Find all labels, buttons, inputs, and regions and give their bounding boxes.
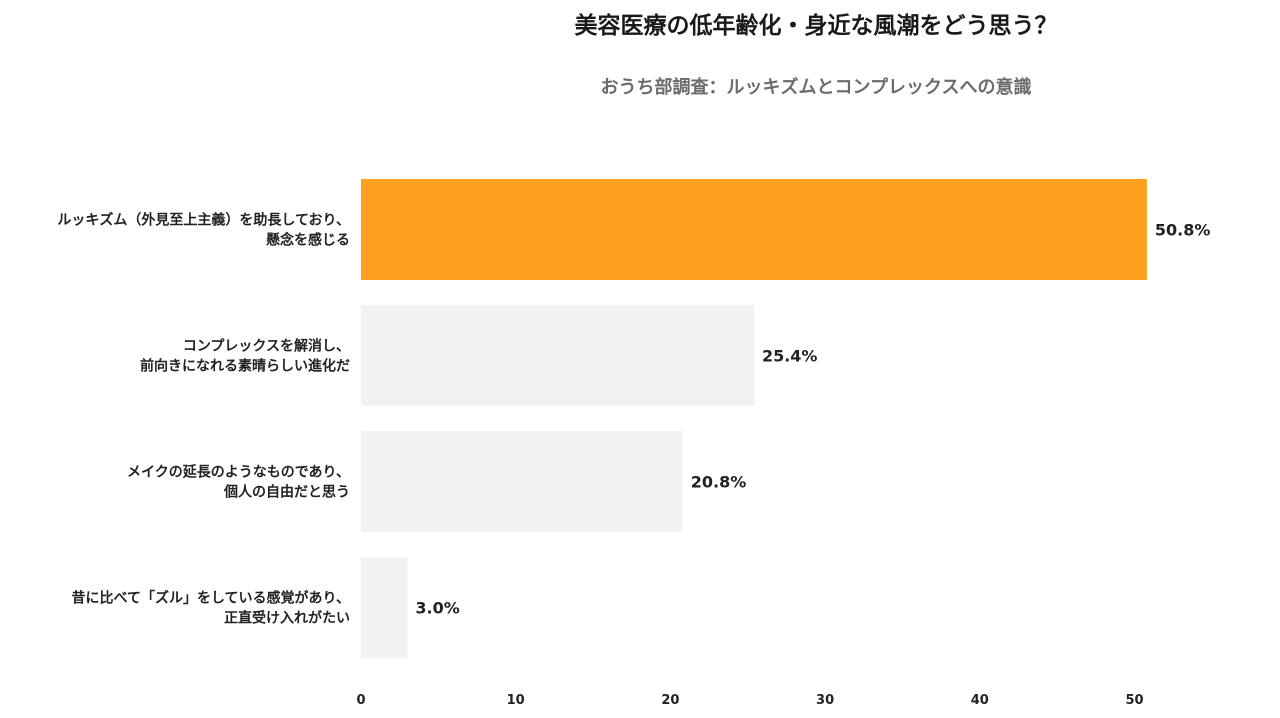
- bars-group: [361, 179, 1147, 658]
- category-label-3-line-1: メイクの延長のようなものであり、: [127, 464, 350, 481]
- category-label-3-line-2: 個人の自由だと思う: [223, 484, 350, 501]
- value-labels-group: 50.8% 25.4% 20.8% 3.0%: [415, 221, 1210, 618]
- bar-1: [361, 179, 1147, 280]
- x-tick-label-20: 20: [661, 693, 679, 708]
- category-label-1-line-1: ルッキズム（外見至上主義）を助長しており、: [57, 212, 350, 229]
- chart-subtitle: おうち部調査：ルッキズムとコンプレックスへの意識: [600, 77, 1032, 98]
- x-tick-label-50: 50: [1125, 693, 1143, 708]
- x-tick-label-40: 40: [971, 693, 989, 708]
- chart-title: 美容医療の低年齢化・身近な風潮をどう思う？: [574, 13, 1058, 39]
- category-label-4-line-2: 正直受け入れがたい: [224, 610, 350, 627]
- x-tick-label-10: 10: [507, 693, 525, 708]
- category-label-1: ルッキズム（外見至上主義）を助長しており、懸念を感じる: [57, 212, 350, 249]
- category-label-4: 昔に比べて「ズル」をしている感覚があり、正直受け入れがたい: [72, 590, 350, 627]
- value-label-1: 50.8%: [1155, 221, 1211, 240]
- category-label-2-line-2: 前向きになれる素晴らしい進化だ: [140, 358, 350, 375]
- value-label-3: 20.8%: [691, 473, 747, 492]
- category-label-1-line-2: 懸念を感じる: [266, 232, 350, 249]
- bar-3: [361, 431, 683, 532]
- category-labels-group: ルッキズム（外見至上主義）を助長しており、懸念を感じるコンプレックスを解消し、前…: [57, 212, 350, 627]
- category-label-3: メイクの延長のようなものであり、個人の自由だと思う: [127, 464, 350, 501]
- bar-4: [361, 557, 408, 658]
- x-tick-label-0: 0: [356, 693, 365, 708]
- category-label-4-line-1: 昔に比べて「ズル」をしている感覚があり、: [72, 590, 350, 607]
- value-label-2: 25.4%: [762, 347, 818, 366]
- category-label-2-line-1: コンプレックスを解消し、: [183, 338, 350, 355]
- x-axis-ticks-group: 0 10 20 30 40 50: [356, 693, 1143, 708]
- category-label-2: コンプレックスを解消し、前向きになれる素晴らしい進化だ: [140, 338, 350, 375]
- x-tick-label-30: 30: [816, 693, 834, 708]
- value-label-4: 3.0%: [415, 599, 459, 618]
- bar-2: [361, 305, 754, 406]
